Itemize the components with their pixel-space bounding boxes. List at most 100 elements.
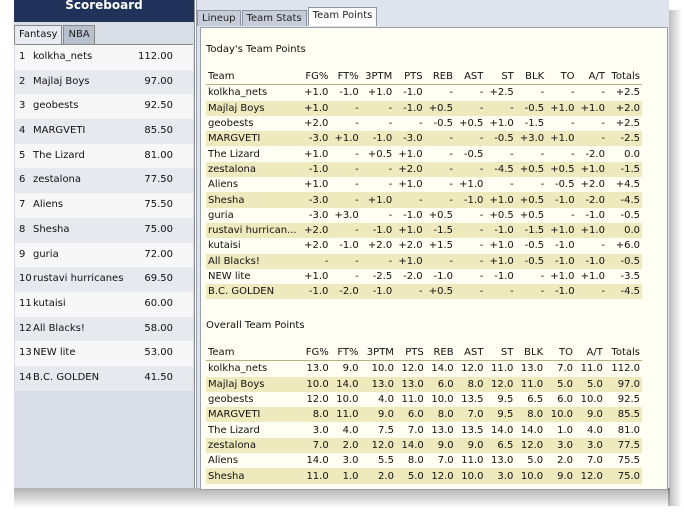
standings-team-name: The Lizard	[33, 149, 85, 161]
points-cell: +2.0	[580, 179, 605, 191]
points-cell: 4.0	[378, 394, 394, 406]
standings-row[interactable]: 7 Aliens 75.50	[15, 193, 193, 218]
standings-score: 41.50	[144, 371, 173, 383]
points-cell: -	[419, 286, 423, 298]
column-header[interactable]: REB	[425, 345, 456, 362]
column-header[interactable]: FG%	[300, 345, 331, 362]
overall-points-table: Team FG% FT% 3PTM PTS REB AST ST BLK TO A/T Totals k…	[206, 345, 642, 484]
standings-row[interactable]: 13 NEW lite 53.00	[15, 341, 193, 366]
points-cell: +1.0	[367, 87, 393, 99]
team-name-cell: MARGVETI	[208, 409, 261, 421]
team-name-cell: kutaisi	[208, 240, 241, 252]
standings-score: 85.50	[144, 125, 173, 137]
points-cell: 10.0	[306, 378, 329, 390]
column-header[interactable]: PTS	[395, 345, 426, 362]
points-cell: -	[479, 271, 484, 282]
points-cell: -	[388, 163, 393, 175]
column-header[interactable]: PTS	[394, 69, 425, 86]
column-header[interactable]: FG%	[300, 69, 331, 86]
tab-fantasy[interactable]: Fantasy	[14, 25, 63, 44]
points-cell: -	[540, 286, 545, 298]
team-name-cell: Majlaj Boys	[208, 102, 265, 114]
column-header[interactable]: A/T	[576, 69, 607, 86]
standings-row[interactable]: 6 zestalona 77.50	[15, 168, 193, 194]
tab-team-points[interactable]: Team Points	[307, 7, 378, 26]
tab-nba[interactable]: NBA	[63, 25, 95, 44]
points-cell: -	[479, 209, 484, 221]
points-cell: 2.0	[378, 470, 394, 482]
points-cell: +3.0	[519, 133, 545, 145]
standings-row[interactable]: 10 rustavi hurricanes 69.50	[15, 267, 193, 292]
column-header[interactable]: FT%	[330, 345, 361, 362]
team-name-cell: The Lizard	[208, 424, 260, 436]
team-name-cell: kolkha_nets	[208, 87, 268, 99]
points-cell: +2.0	[367, 240, 393, 252]
standings-row[interactable]: 14 B.C. GOLDEN 41.50	[15, 365, 193, 391]
standings-row[interactable]: 9 guria 72.00	[15, 242, 193, 268]
column-header[interactable]: REB	[424, 69, 455, 86]
points-cell: -	[388, 209, 393, 221]
points-cell: 13.0	[520, 363, 544, 375]
standings-score: 77.50	[144, 174, 173, 186]
points-cell: -	[479, 133, 484, 145]
tab-lineup[interactable]: Lineup	[197, 10, 241, 26]
column-header[interactable]: A/T	[575, 345, 605, 362]
points-cell: +2.0	[304, 118, 329, 130]
points-cell: 2.0	[557, 455, 573, 467]
standings-rank: 6	[19, 174, 26, 186]
team-panel: Lineup Team Stats Team Points Today's Te…	[196, 0, 669, 490]
table-row: Shesha -3.0- +1.0- - -1.0 +1.0 +0.5 -1.0 -2.0 -4.…	[206, 192, 642, 208]
points-cell: -0.5	[463, 148, 484, 160]
column-header[interactable]: ST	[485, 345, 516, 362]
standings-row[interactable]: 8 Shesha 75.00	[15, 217, 193, 243]
column-header[interactable]: 3PTM	[360, 69, 395, 86]
points-cell: 0.0	[624, 148, 640, 160]
column-header[interactable]: Totals	[606, 69, 642, 86]
standings-team-name: NEW lite	[33, 347, 76, 359]
standings-score: 72.00	[144, 248, 173, 260]
table-row: All Blacks! - - - +1.0- - +1.0 -0.5 -1.0 -1.0 -0.5	[206, 253, 642, 269]
column-header[interactable]: Team	[206, 69, 300, 86]
standings-score: 69.50	[144, 273, 173, 285]
column-header[interactable]: Team	[206, 345, 300, 362]
points-cell: 13.5	[461, 424, 484, 436]
column-header[interactable]: BLK	[515, 69, 547, 86]
column-header[interactable]: ST	[485, 69, 516, 86]
column-header[interactable]: Totals	[604, 345, 642, 362]
points-cell: -2.5	[620, 133, 640, 145]
points-cell: -1.0	[339, 240, 359, 252]
points-cell: -	[570, 209, 575, 221]
standings-rank: 11	[19, 297, 32, 309]
points-cell: 7.0	[586, 455, 603, 467]
points-cell: -0.5	[620, 255, 640, 267]
column-header[interactable]: AST	[455, 69, 486, 86]
column-header[interactable]: TO	[546, 69, 577, 86]
tab-team-stats[interactable]: Team Stats	[241, 10, 307, 26]
column-header[interactable]: AST	[455, 345, 486, 362]
standings-team-name: B.C. GOLDEN	[33, 371, 100, 383]
team-name-cell: Aliens	[208, 455, 239, 467]
points-cell: -1.0	[308, 163, 329, 175]
column-header[interactable]: TO	[545, 345, 575, 362]
standings-row[interactable]: 12 All Blacks! 58.00	[15, 316, 193, 342]
team-tabs: Lineup Team Stats Team Points	[197, 7, 378, 27]
points-cell: 9.0	[342, 363, 359, 375]
standings-row[interactable]: 3 geobests 92.50	[15, 94, 193, 120]
standings-row[interactable]: 2 Majlaj Boys 97.00	[15, 69, 193, 95]
standings-row[interactable]: 11 kutaisi 60.00	[15, 291, 193, 317]
points-cell: 13.0	[431, 424, 454, 436]
overall-points-title: Overall Team Points	[206, 320, 305, 331]
points-cell: 9.5	[497, 409, 514, 421]
points-cell: -	[355, 225, 359, 237]
standings-row[interactable]: 1 kolkha_nets 112.00	[15, 45, 193, 70]
points-cell: -	[601, 118, 605, 130]
standings-row[interactable]: 5 The Lizard 81.00	[15, 143, 193, 169]
column-header[interactable]: 3PTM	[360, 345, 396, 362]
points-cell: -	[449, 87, 453, 99]
column-header[interactable]: BLK	[515, 345, 546, 362]
column-header[interactable]: FT%	[330, 69, 361, 86]
points-cell: -1.0	[403, 209, 423, 221]
table-row: B.C. GOLDEN -1.0 -2.0 -1.0- +0.5- - - -1.0- -4.5	[206, 284, 642, 300]
points-cell: 7.0	[557, 363, 573, 375]
standings-row[interactable]: 4 MARGVETI 85.50	[15, 119, 193, 144]
